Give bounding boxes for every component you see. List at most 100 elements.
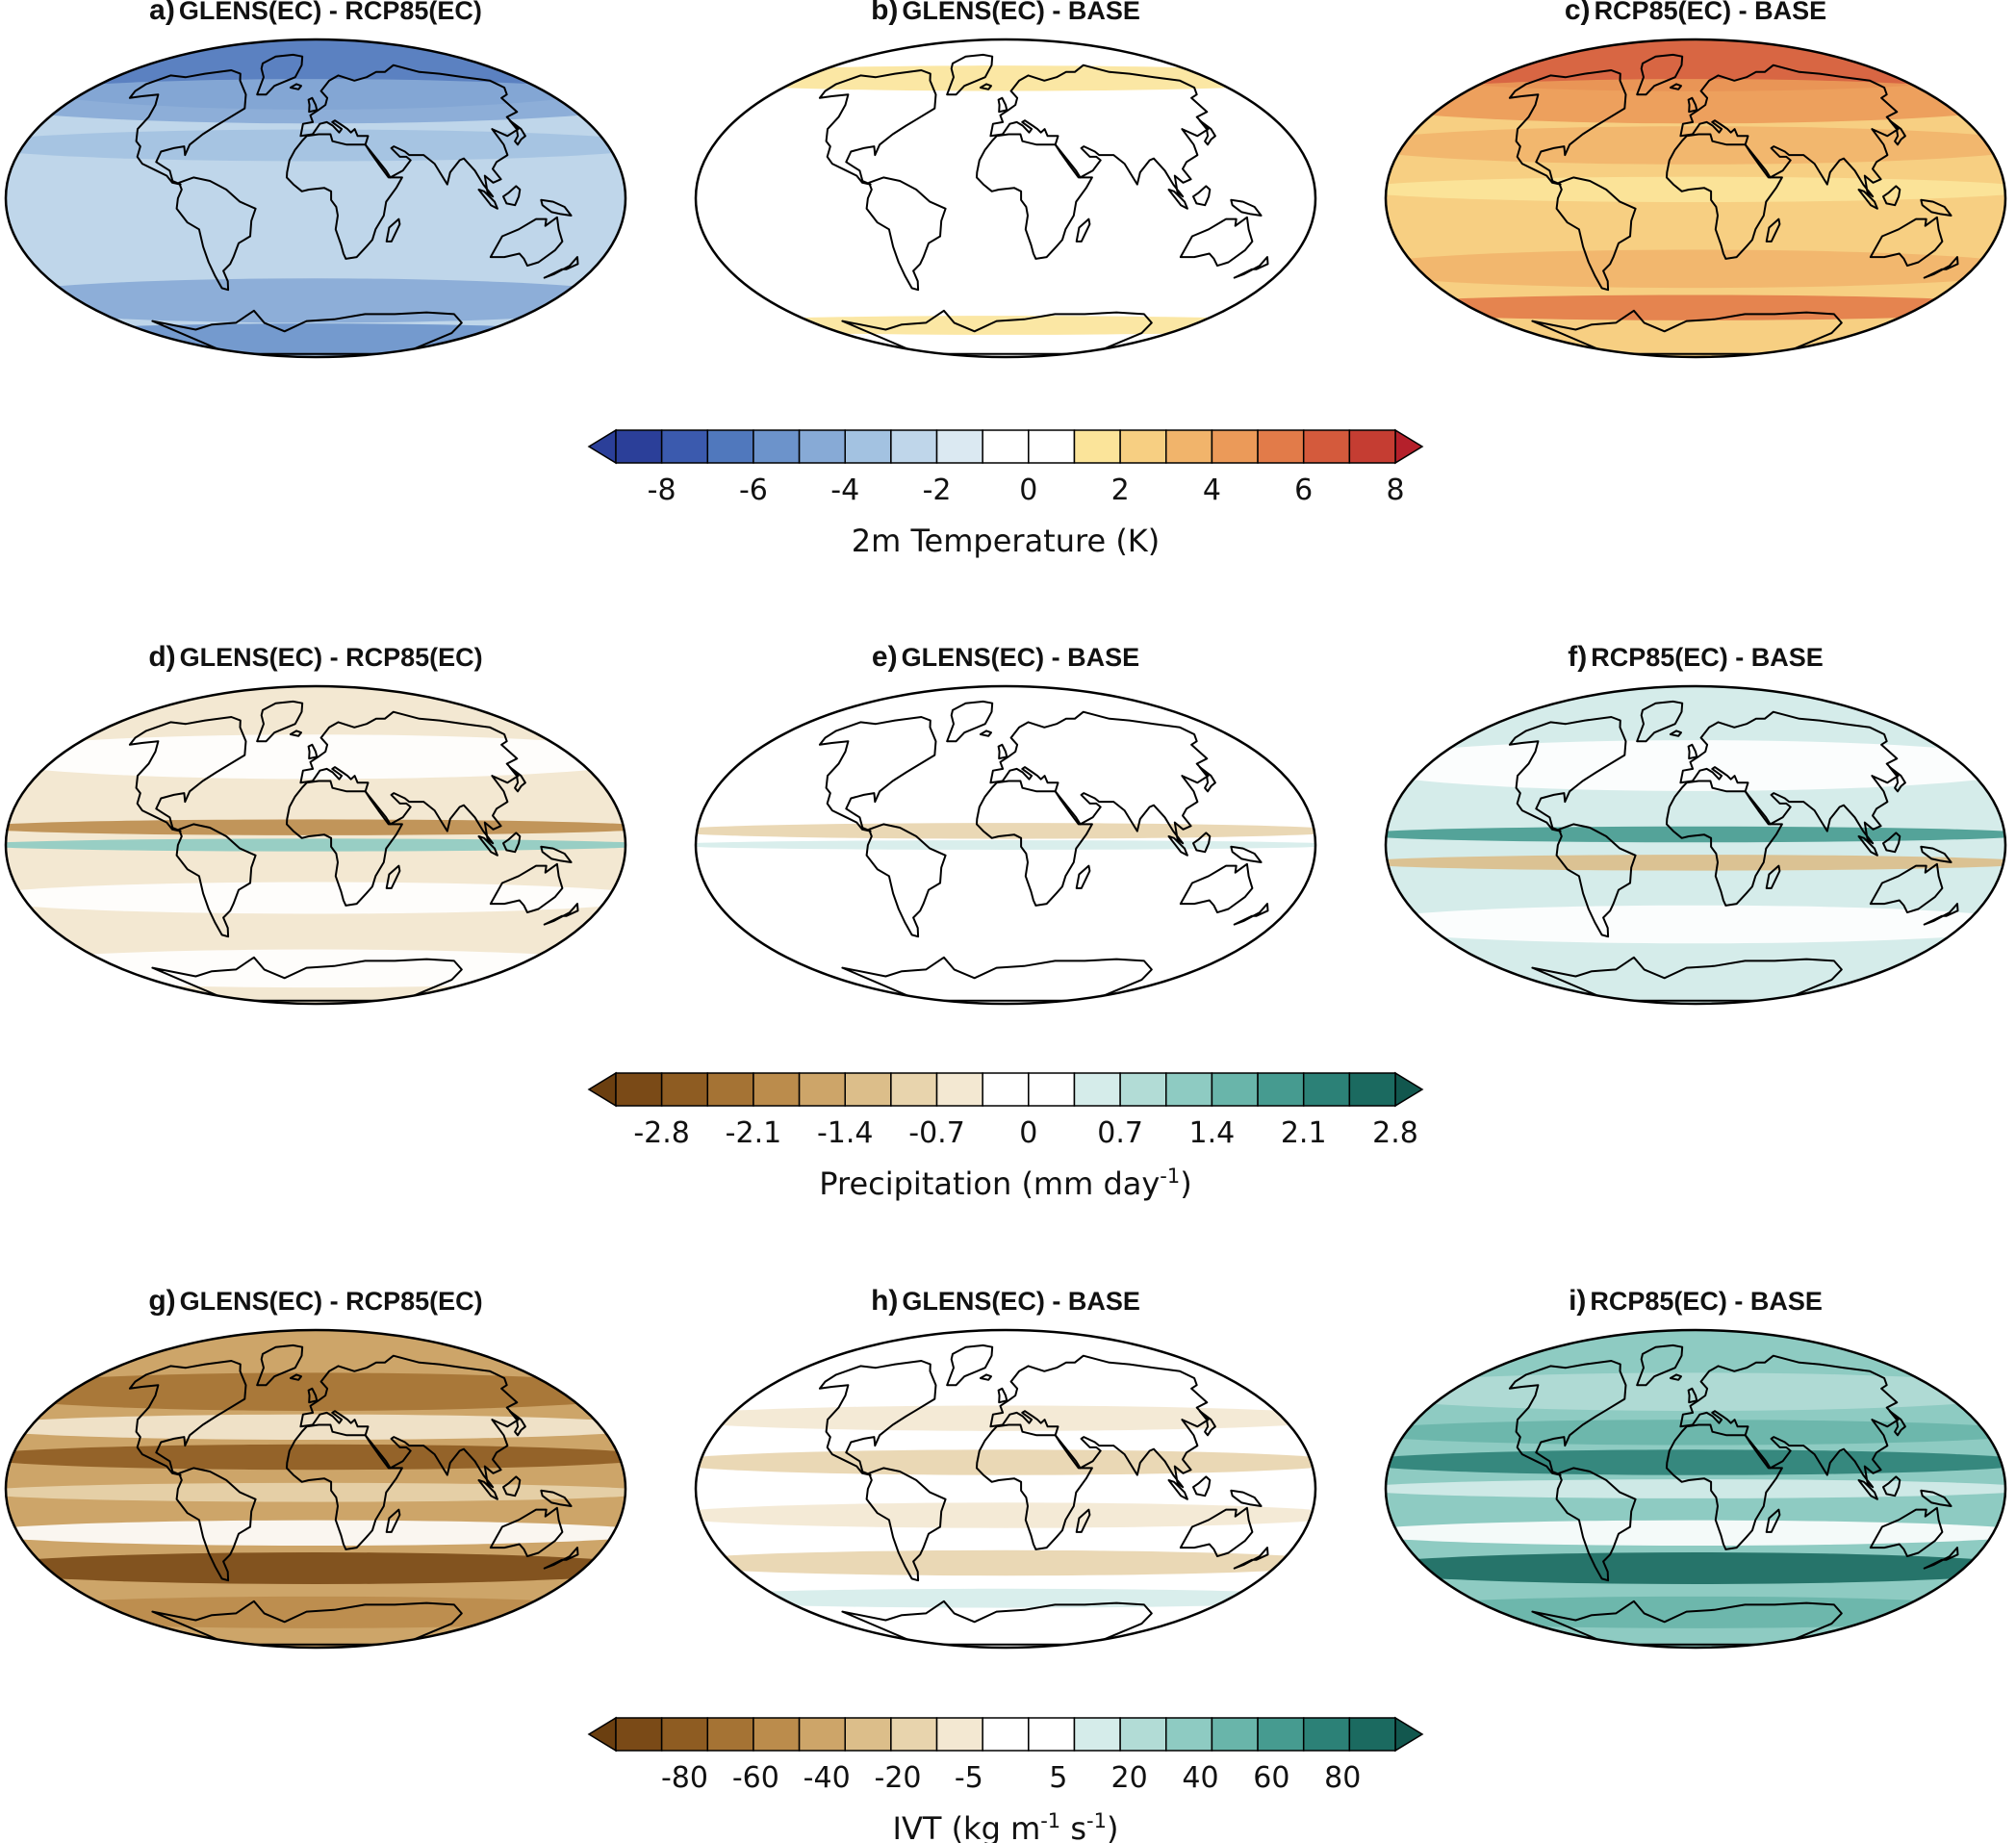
map-panel-g: g) GLENS(EC) - RCP85(EC) xyxy=(4,1285,627,1650)
colorbar-swatch-temperature-9 xyxy=(1028,429,1076,464)
colorbar-arrow-left-ivt xyxy=(587,1716,617,1753)
colorbar-ivt: -80 -60 -40 -20 -5 5 20 40 60 80 IVT (kg m-1 s-1) xyxy=(587,1716,1424,1843)
colorbar-swatch-ivt-2 xyxy=(706,1717,754,1752)
panel-title-g: g) GLENS(EC) - RCP85(EC) xyxy=(148,1285,482,1317)
panel-letter-d: d) xyxy=(148,641,175,673)
colorbar-tick-ivt-7: 40 xyxy=(1182,1761,1218,1795)
panel-label-d: GLENS(EC) - RCP85(EC) xyxy=(180,643,483,672)
map-panel-e: e) GLENS(EC) - BASE xyxy=(694,641,1317,1006)
map-panels: a) GLENS(EC) - RCP85(EC) b) GLENS(EC) - BAS… xyxy=(4,0,2007,1650)
colorbar-tick-ivt-1: -60 xyxy=(732,1761,779,1795)
panel-title-i: i) RCP85(EC) - BASE xyxy=(1569,1285,1823,1317)
colorbar-swatch-temperature-13 xyxy=(1211,429,1259,464)
colorbar-tick-temperature-1: -6 xyxy=(739,474,768,507)
colorbar-swatch-precipitation-7 xyxy=(935,1072,983,1107)
coastlines-g xyxy=(128,1344,579,1646)
colorbar-tick-ivt-4: -5 xyxy=(955,1761,983,1795)
coastlines-d xyxy=(128,700,579,1002)
colorbar-arrow-right-precipitation xyxy=(1394,1071,1424,1108)
colorbar-swatch-ivt-15 xyxy=(1302,1717,1351,1752)
colorbar-tick-precipitation-2: -1.4 xyxy=(817,1116,874,1150)
colorbar-swatch-precipitation-6 xyxy=(890,1072,938,1107)
map-border-a xyxy=(4,38,627,359)
panel-title-f: f) RCP85(EC) - BASE xyxy=(1568,641,1824,673)
colorbar-tick-precipitation-6: 1.4 xyxy=(1189,1116,1236,1150)
colorbar-swatch-precipitation-14 xyxy=(1257,1072,1305,1107)
colorbar-tick-temperature-3: -2 xyxy=(923,474,952,507)
panel-title-h: h) GLENS(EC) - BASE xyxy=(871,1285,1140,1317)
colorbar-tick-ivt-3: -20 xyxy=(875,1761,922,1795)
colorbar-tick-temperature-4: 0 xyxy=(1019,474,1037,507)
colorbar-swatch-temperature-6 xyxy=(890,429,938,464)
colorbar-swatch-precipitation-15 xyxy=(1302,1072,1351,1107)
colorbar-swatch-precipitation-3 xyxy=(753,1072,801,1107)
colorbar-swatch-ivt-12 xyxy=(1165,1717,1213,1752)
map-border-d xyxy=(4,684,627,1006)
colorbar-arrow-left-temperature xyxy=(587,428,617,465)
colorbar-swatch-ivt-16 xyxy=(1348,1717,1396,1752)
panel-label-i: RCP85(EC) - BASE xyxy=(1590,1287,1823,1316)
map-panel-a: a) GLENS(EC) - RCP85(EC) xyxy=(4,0,627,359)
map-border-c xyxy=(1384,38,2007,359)
map-panel-d: d) GLENS(EC) - RCP85(EC) xyxy=(4,641,627,1006)
colorbar-swatch-precipitation-10 xyxy=(1073,1072,1121,1107)
map-border-f xyxy=(1384,684,2007,1006)
panel-label-g: GLENS(EC) - RCP85(EC) xyxy=(180,1287,483,1316)
field-i xyxy=(1386,1330,2005,1648)
colorbar-tick-temperature-8: 8 xyxy=(1386,474,1404,507)
field-g xyxy=(6,1330,625,1648)
colorbar-swatch-ivt-0 xyxy=(615,1717,663,1752)
colorbar-tick-temperature-6: 4 xyxy=(1203,474,1221,507)
panel-letter-f: f) xyxy=(1568,641,1587,673)
coastlines-f xyxy=(1508,700,1959,1002)
colorbar-swatch-temperature-11 xyxy=(1119,429,1167,464)
colorbar-swatch-precipitation-1 xyxy=(660,1072,709,1107)
colorbar-arrow-right-ivt xyxy=(1394,1716,1424,1753)
field-d xyxy=(6,686,625,1004)
panel-letter-e: e) xyxy=(872,641,898,673)
colorbar-swatch-temperature-16 xyxy=(1348,429,1396,464)
map-panel-b: b) GLENS(EC) - BASE xyxy=(694,0,1317,359)
colorbar-label-ivt: IVT (kg m-1 s-1) xyxy=(893,1809,1119,1843)
colorbar-tick-precipitation-8: 2.8 xyxy=(1372,1116,1418,1150)
panel-label-h: GLENS(EC) - BASE xyxy=(902,1287,1140,1316)
colorbar-swatch-precipitation-4 xyxy=(798,1072,846,1107)
field-b xyxy=(696,39,1315,357)
panel-title-c: c) RCP85(EC) - BASE xyxy=(1565,0,1826,26)
map-border-h xyxy=(694,1328,1317,1650)
coastlines-i xyxy=(1508,1344,1959,1646)
colorbar-tick-precipitation-4: 0 xyxy=(1019,1116,1037,1150)
colorbar-tick-precipitation-0: -2.8 xyxy=(633,1116,690,1150)
colorbar-swatch-temperature-1 xyxy=(660,429,709,464)
colorbar-swatch-ivt-3 xyxy=(753,1717,801,1752)
colorbar-swatch-temperature-10 xyxy=(1073,429,1121,464)
coastlines-a xyxy=(128,53,579,355)
panel-label-a: GLENS(EC) - RCP85(EC) xyxy=(179,0,482,25)
colorbar-swatch-precipitation-16 xyxy=(1348,1072,1396,1107)
colorbar-swatch-precipitation-9 xyxy=(1028,1072,1076,1107)
colorbar-tick-temperature-7: 6 xyxy=(1294,474,1313,507)
colorbar-precipitation: -2.8 -2.1 -1.4 -0.7 0 0.7 1.4 2.1 2.8 Precipitati… xyxy=(587,1071,1424,1202)
colorbar-tick-ivt-8: 60 xyxy=(1253,1761,1289,1795)
colorbar-swatch-temperature-7 xyxy=(935,429,983,464)
panel-letter-b: b) xyxy=(871,0,898,26)
colorbar-tick-ivt-2: -40 xyxy=(804,1761,851,1795)
colorbar-swatch-precipitation-11 xyxy=(1119,1072,1167,1107)
colorbar-swatch-ivt-10 xyxy=(1073,1717,1121,1752)
panel-title-a: a) GLENS(EC) - RCP85(EC) xyxy=(149,0,482,26)
colorbar-swatch-temperature-4 xyxy=(798,429,846,464)
colorbar-swatch-ivt-4 xyxy=(798,1717,846,1752)
colorbar-tick-precipitation-1: -2.1 xyxy=(726,1116,782,1150)
panel-title-e: e) GLENS(EC) - BASE xyxy=(872,641,1139,673)
colorbar-swatch-ivt-13 xyxy=(1211,1717,1259,1752)
colorbar-swatch-ivt-14 xyxy=(1257,1717,1305,1752)
colorbar-swatch-precipitation-12 xyxy=(1165,1072,1213,1107)
map-panel-i: i) RCP85(EC) - BASE xyxy=(1384,1285,2007,1650)
colorbar-tick-temperature-2: -4 xyxy=(830,474,859,507)
colorbar-tick-ivt-5: 5 xyxy=(1049,1761,1067,1795)
colorbar-swatch-temperature-2 xyxy=(706,429,754,464)
panel-letter-h: h) xyxy=(871,1285,898,1317)
map-panel-f: f) RCP85(EC) - BASE xyxy=(1384,641,2007,1006)
panel-label-b: GLENS(EC) - BASE xyxy=(902,0,1140,25)
